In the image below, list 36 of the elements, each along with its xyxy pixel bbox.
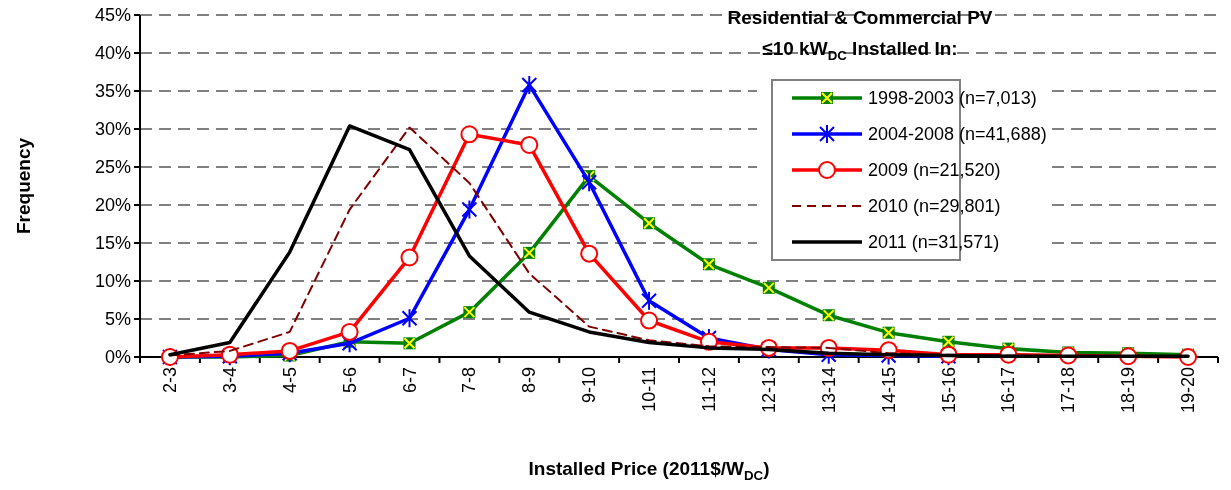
y-tick-label: 45% [94,5,131,26]
legend-title: Residential & Commercial PV ≤10 kW$_{DC}$ Installed In: [727,7,993,63]
y-axis-title: Frequency [13,137,34,235]
y-tick-label: 15% [94,233,131,254]
x-tick-label: 12-13 [758,367,779,414]
x-tick-label: 6-7 [399,367,420,394]
x-tick-label: 13-14 [818,367,839,414]
x-tick-label: 9-10 [579,367,600,404]
legend-label: 2011 (n=31,571) [868,232,1000,253]
x-tick-label: 3-4 [219,367,240,394]
y-tick-label: 30% [94,119,131,140]
x-tick-label: 15-16 [938,367,959,414]
x-tick-label: 16-17 [998,367,1019,414]
legend-label: 2004-2008 (n=41,688) [868,124,1047,145]
y-tick-label: 35% [94,81,131,102]
x-tick-label: 8-9 [519,367,540,394]
x-tick-label: 19-20 [1178,367,1199,414]
x-tick-label: 17-18 [1058,367,1079,414]
y-tick-label: 25% [94,157,131,178]
x-tick-label: 14-15 [878,367,899,414]
x-tick-label: 10-11 [639,367,660,412]
x-tick-label: 7-8 [459,367,480,394]
x-tick-label: 18-19 [1118,367,1139,414]
legend-label: 1998-2003 (n=7,013) [868,88,1037,109]
y-tick-label: 20% [94,195,131,216]
x-axis-title: Installed Price (2011$/W$_{DC}$) [528,458,770,483]
x-tick-label: 2-3 [159,367,180,394]
x-tick-label: 4-5 [279,367,300,394]
y-tick-label: 40% [94,43,131,64]
legend-label: 2010 (n=29,801) [868,196,1001,217]
y-tick-label: 0% [104,347,131,368]
y-tick-label: 10% [94,271,131,292]
x-tick-label: 11-12 [698,367,719,412]
x-tick-label: 5-6 [339,367,360,394]
y-tick-label: 5% [104,309,131,330]
legend-label: 2009 (n=21,520) [868,160,1001,181]
